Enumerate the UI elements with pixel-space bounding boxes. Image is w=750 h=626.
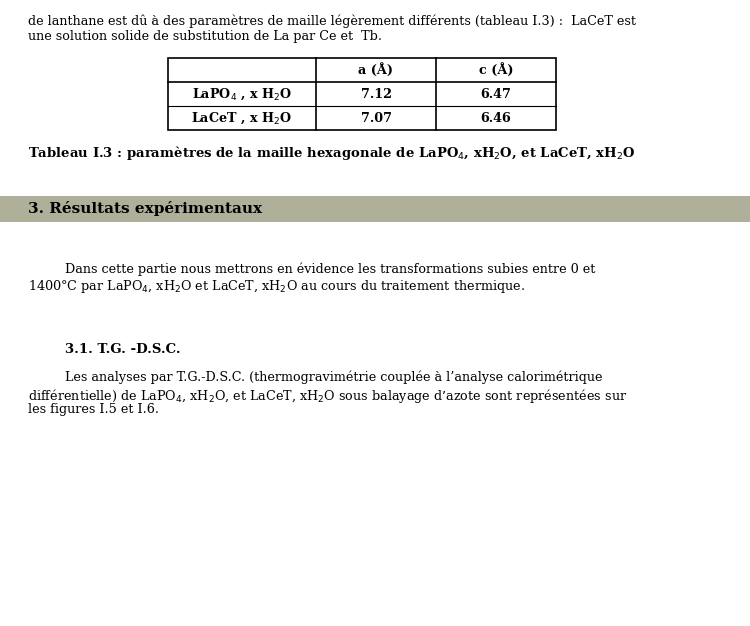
Text: Les analyses par T.G.-D.S.C. (thermogravimétrie couplée à l’analyse calorimétriq: Les analyses par T.G.-D.S.C. (thermograv… (65, 371, 602, 384)
Text: 7.07: 7.07 (361, 111, 392, 125)
Text: LaCeT , x H$_2$O: LaCeT , x H$_2$O (191, 110, 292, 126)
Text: une solution solide de substitution de La par Ce et  Tb.: une solution solide de substitution de L… (28, 30, 382, 43)
Text: a (Å): a (Å) (358, 63, 394, 77)
Text: de lanthane est dû à des paramètres de maille légèrement différents (tableau I.3: de lanthane est dû à des paramètres de m… (28, 14, 636, 28)
FancyBboxPatch shape (168, 58, 556, 130)
Text: 6.46: 6.46 (481, 111, 512, 125)
Text: 3.1. T.G. -D.S.C.: 3.1. T.G. -D.S.C. (65, 343, 181, 356)
Text: 1400°C par LaPO$_4$, xH$_2$O et LaCeT, xH$_2$O au cours du traitement thermique.: 1400°C par LaPO$_4$, xH$_2$O et LaCeT, x… (28, 278, 525, 295)
FancyBboxPatch shape (0, 196, 750, 222)
Text: 7.12: 7.12 (361, 88, 392, 101)
Text: 3. Résultats expérimentaux: 3. Résultats expérimentaux (28, 202, 262, 217)
Text: Tableau I.3 : paramètres de la maille hexagonale de LaPO$_4$, xH$_2$O, et LaCeT,: Tableau I.3 : paramètres de la maille he… (28, 144, 635, 162)
Text: différentielle) de LaPO$_4$, xH$_2$O, et LaCeT, xH$_2$O sous balayage d’azote so: différentielle) de LaPO$_4$, xH$_2$O, et… (28, 387, 627, 405)
Text: c (Å): c (Å) (478, 63, 513, 77)
Text: 6.47: 6.47 (481, 88, 512, 101)
Text: LaPO$_4$ , x H$_2$O: LaPO$_4$ , x H$_2$O (192, 86, 292, 101)
Text: Dans cette partie nous mettrons en évidence les transformations subies entre 0 e: Dans cette partie nous mettrons en évide… (65, 262, 596, 275)
Text: les figures I.5 et I.6.: les figures I.5 et I.6. (28, 403, 159, 416)
